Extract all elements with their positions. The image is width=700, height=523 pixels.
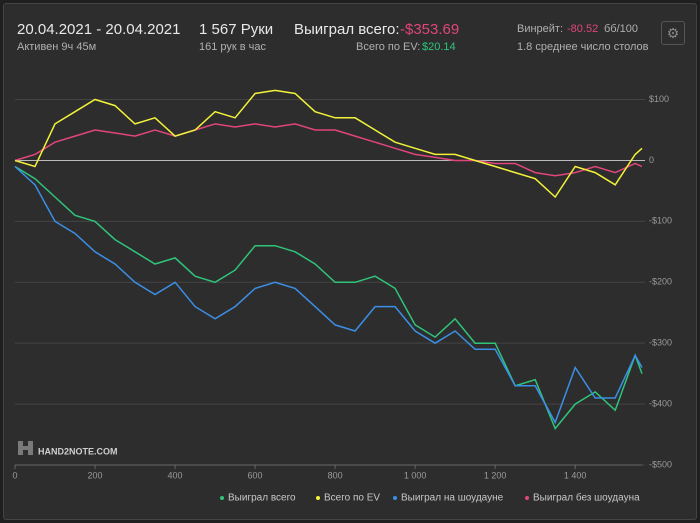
y-tick-label: -$300	[649, 338, 672, 348]
y-tick-label: -$500	[649, 459, 672, 469]
ev-value: $20.14	[422, 41, 456, 53]
legend-label: Выиграл всего	[228, 493, 296, 504]
series-line	[14, 165, 643, 425]
y-tick-label: -$400	[649, 398, 672, 408]
won-label: Выиграл всего:	[294, 21, 400, 38]
x-tick-label: 800	[328, 470, 343, 480]
y-tick-label: -$100	[649, 216, 672, 226]
legend-label: Выиграл на шоудауне	[401, 493, 504, 504]
logo: HAND2NOTE.COM	[38, 446, 118, 456]
panel: 20.04.2021 - 20.04.2021 Активен 9ч 45м 1…	[3, 3, 697, 520]
tables: 1.8 среднее число столов	[517, 41, 649, 53]
won-value: -$353.69	[400, 21, 460, 38]
date-range: 20.04.2021 - 20.04.2021	[17, 21, 181, 38]
active-time: Активен 9ч 45м	[17, 41, 97, 53]
y-tick-label: 0	[649, 155, 654, 165]
settings-button[interactable]: ⚙	[661, 21, 685, 45]
winrate-value: -80.52	[567, 23, 599, 35]
y-tick-label: -$200	[649, 277, 672, 287]
series-line	[14, 165, 643, 430]
legend-label: Выиграл без шоудауна	[533, 492, 640, 504]
x-tick-label: 0	[12, 470, 17, 480]
legend-marker	[525, 496, 529, 500]
series-line	[14, 123, 643, 177]
ev-label: Всего по EV:	[356, 41, 421, 53]
legend-label: Всего по EV	[324, 493, 380, 504]
x-tick-label: 600	[248, 470, 263, 480]
x-tick-label: 1 400	[564, 470, 587, 480]
logo-icon	[18, 441, 33, 455]
x-tick-label: 1 200	[484, 470, 507, 480]
x-tick-label: 200	[88, 470, 103, 480]
winrate-label: Винрейт:	[517, 23, 564, 35]
y-tick-label: $100	[649, 94, 669, 104]
hands-per-hour: 161 рук в час	[199, 41, 267, 53]
winrate-unit: бб/100	[604, 23, 639, 35]
legend-marker	[316, 496, 320, 500]
legend-marker	[220, 496, 224, 500]
x-tick-label: 1 000	[404, 470, 427, 480]
hands: 1 567 Руки	[199, 21, 274, 38]
legend-marker	[393, 496, 397, 500]
x-tick-label: 400	[168, 470, 183, 480]
series-line	[14, 89, 643, 199]
